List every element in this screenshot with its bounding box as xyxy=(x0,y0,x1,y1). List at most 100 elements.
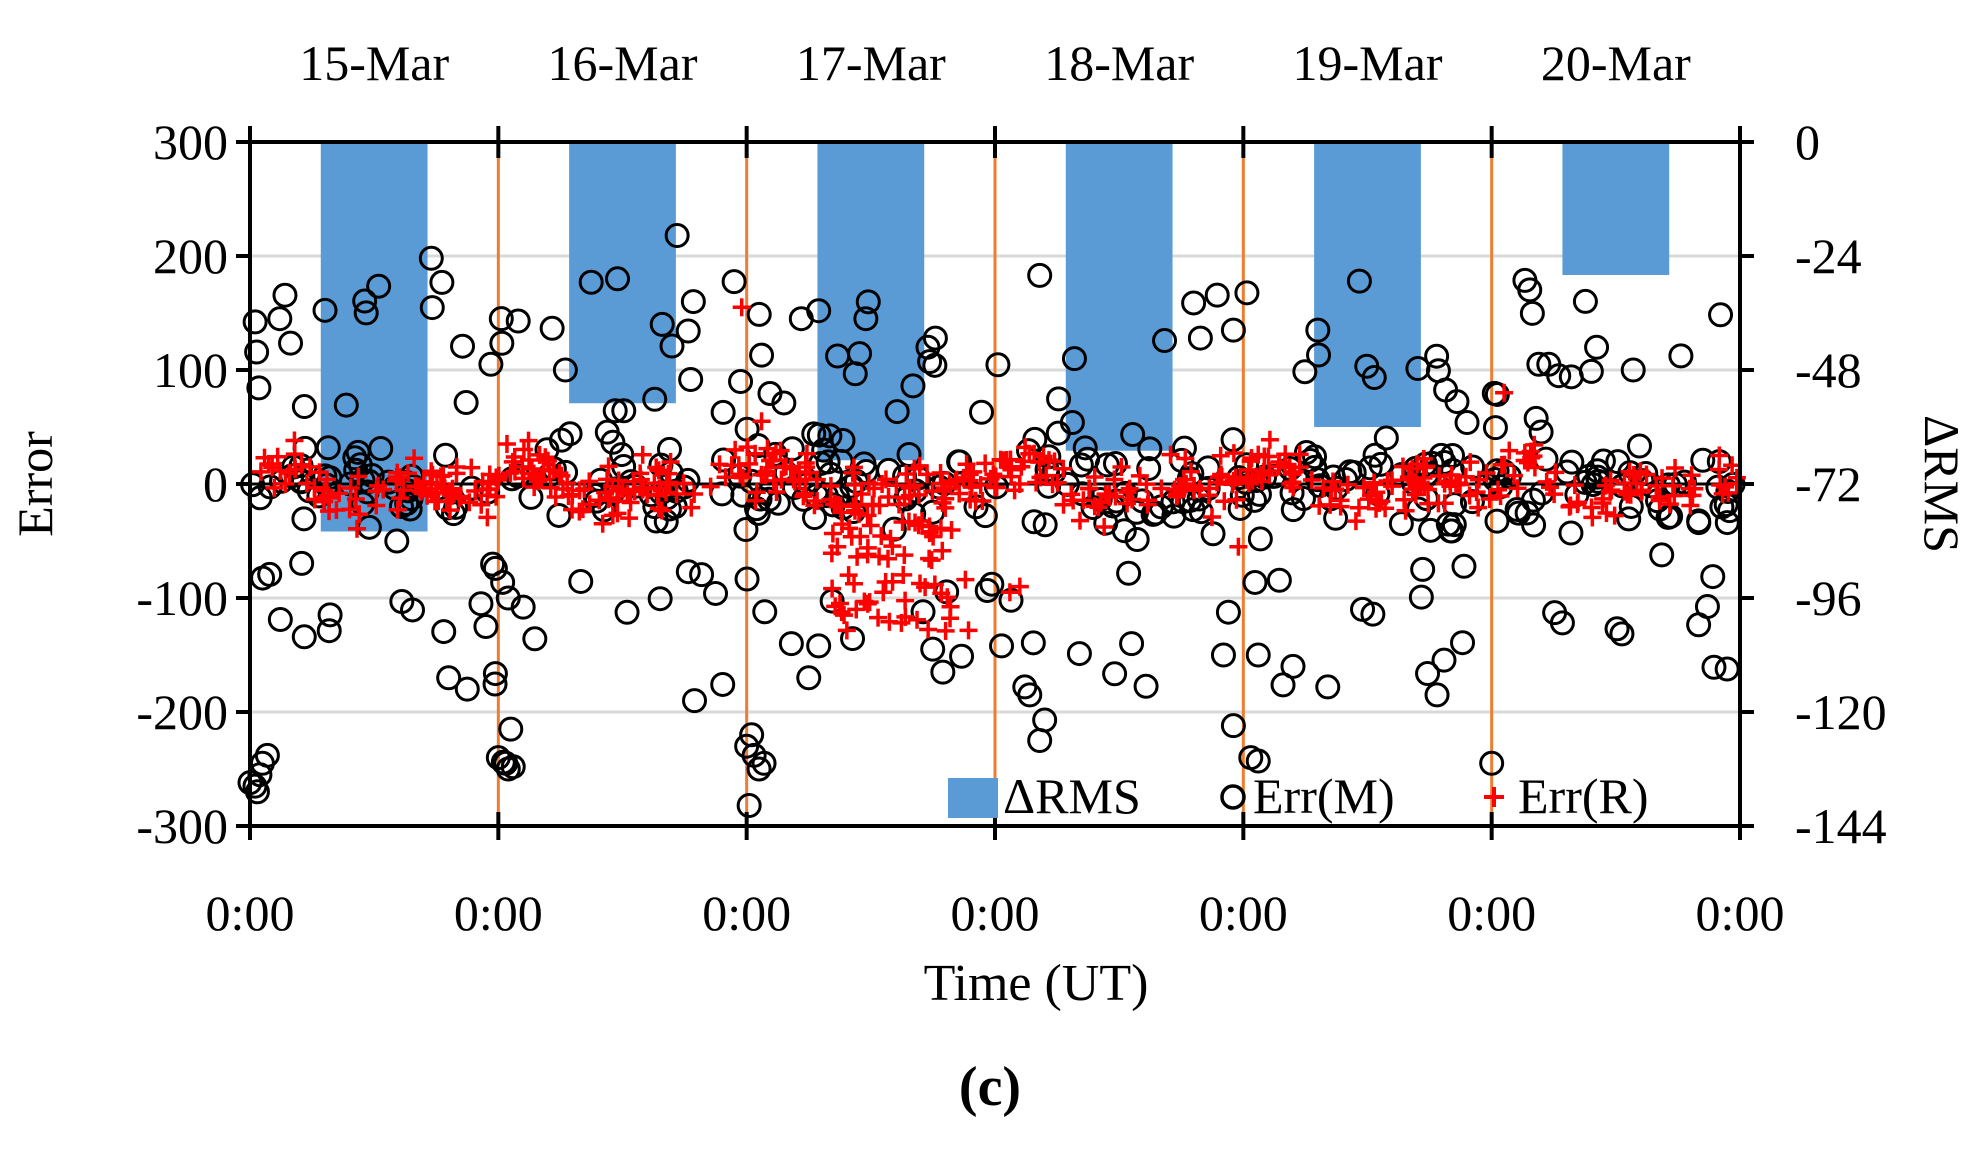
err-m-point xyxy=(1512,267,1538,293)
err-m-point xyxy=(254,742,280,768)
err-m-point xyxy=(757,380,783,406)
err-m-point xyxy=(647,586,673,612)
err-r-point xyxy=(620,509,639,528)
err-r-point xyxy=(1000,583,1019,602)
err-r-point xyxy=(900,486,919,505)
err-m-point xyxy=(278,330,304,356)
err-r-point xyxy=(1105,470,1124,489)
err-r-point xyxy=(300,457,319,476)
err-m-point xyxy=(739,722,765,748)
err-m-point xyxy=(734,566,760,592)
err-m-point xyxy=(1686,508,1712,534)
err-m-point xyxy=(649,311,675,337)
err-r-point xyxy=(1171,480,1190,499)
drms-bars xyxy=(320,142,1670,532)
err-r-point xyxy=(796,470,815,489)
err-m-point xyxy=(675,559,701,585)
err-m-point xyxy=(1484,508,1510,534)
err-r-point xyxy=(388,500,407,519)
err-r-point xyxy=(1477,464,1496,483)
err-r-point xyxy=(870,547,889,566)
err-m-point xyxy=(930,659,956,685)
err-r-point xyxy=(340,500,359,519)
err-r-point xyxy=(315,492,334,511)
err-m-point xyxy=(1526,351,1552,377)
err-r-point xyxy=(1100,488,1119,507)
err-r-point xyxy=(1597,504,1616,523)
x-tick-label: 0:00 xyxy=(1199,885,1288,941)
err-m-point xyxy=(1111,518,1137,544)
err-m-point xyxy=(1350,596,1376,622)
err-m-point xyxy=(751,750,777,776)
err-r-point xyxy=(1229,537,1248,556)
err-m-point xyxy=(1280,653,1306,679)
err-m-point xyxy=(489,330,515,356)
err-m-point xyxy=(974,578,1000,604)
err-m-point xyxy=(1362,442,1388,468)
err-m-point xyxy=(806,422,832,448)
err-m-point xyxy=(847,341,873,367)
err-m-point xyxy=(746,301,772,327)
err-r-point xyxy=(599,457,618,476)
err-m-point xyxy=(675,467,701,493)
err-m-point xyxy=(900,373,926,399)
err-m-point xyxy=(468,591,494,617)
err-r-point xyxy=(514,440,533,459)
err-m-point xyxy=(578,269,604,295)
err-r-point xyxy=(1467,483,1486,502)
err-m-point xyxy=(1388,511,1414,537)
err-r-point xyxy=(1680,479,1699,498)
err-m-point xyxy=(1605,449,1631,475)
err-m-point xyxy=(1514,500,1540,526)
err-r-point xyxy=(1446,475,1465,494)
err-m-point xyxy=(1604,616,1630,642)
err-m-point xyxy=(1068,452,1094,478)
err-r-point xyxy=(1354,478,1373,497)
err-r-point xyxy=(1399,468,1418,487)
err-m-point xyxy=(1032,512,1058,538)
err-m-point xyxy=(1305,317,1331,343)
err-r-point xyxy=(1594,489,1613,508)
err-m-point xyxy=(419,295,445,321)
err-r-point xyxy=(450,489,469,508)
err-r-point xyxy=(931,519,950,538)
err-r-point xyxy=(919,620,938,639)
err-r-point xyxy=(647,458,666,477)
err-r-point xyxy=(558,474,577,493)
err-r-point xyxy=(1199,486,1218,505)
err-r-point xyxy=(954,468,973,487)
err-r-point xyxy=(505,462,524,481)
err-r-point xyxy=(908,610,927,629)
err-m-point xyxy=(1200,521,1226,547)
err-r-point xyxy=(1627,474,1646,493)
err-m-point xyxy=(796,665,822,691)
err-m-point xyxy=(920,636,946,662)
err-m-point xyxy=(366,273,392,299)
err-r-point xyxy=(1112,458,1131,477)
err-m-point xyxy=(1441,512,1467,538)
err-m-point xyxy=(429,269,455,295)
err-m-point xyxy=(267,607,293,633)
err-r-point xyxy=(1095,517,1114,536)
err-r-point xyxy=(897,465,916,484)
err-r-point xyxy=(285,431,304,450)
err-m-point xyxy=(1668,343,1694,369)
y-tick-label-right: -24 xyxy=(1795,228,1862,284)
err-r-point xyxy=(962,478,981,497)
err-m-point xyxy=(1012,674,1038,700)
err-m-point xyxy=(1075,446,1101,472)
err-r-point xyxy=(268,447,287,466)
err-r-point xyxy=(1302,471,1321,490)
err-m-point xyxy=(568,568,594,594)
err-r-point xyxy=(1515,443,1534,462)
err-r-point xyxy=(297,474,316,493)
err-m-point xyxy=(1584,334,1610,360)
legend-errr-label: Err(R) xyxy=(1518,768,1649,824)
err-r-point xyxy=(956,570,975,589)
err-m-point xyxy=(1415,661,1441,687)
err-m-point xyxy=(333,392,359,418)
date-label: 19-Mar xyxy=(1293,35,1443,91)
x-axis-title: Time (UT) xyxy=(924,955,1149,1012)
err-r-point xyxy=(1469,498,1488,517)
